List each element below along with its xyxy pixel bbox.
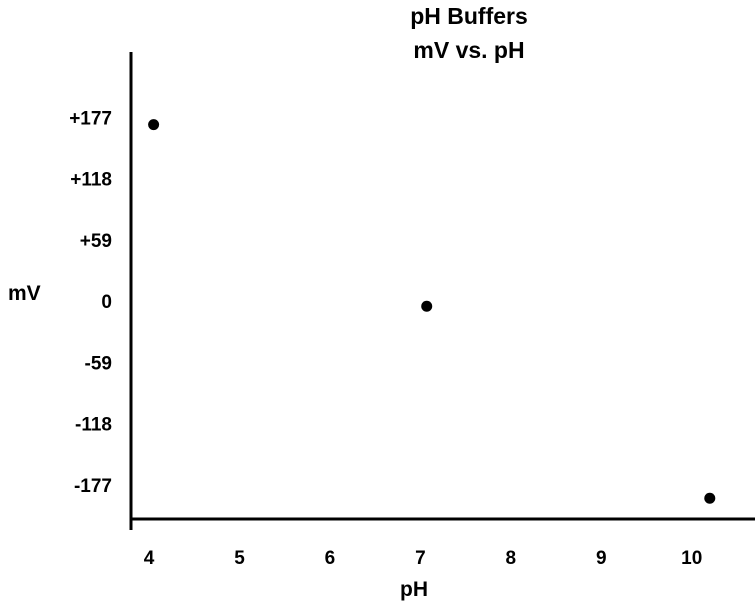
y-axis-label: mV: [8, 282, 41, 305]
y-tick-label: +59: [80, 231, 112, 252]
data-point: [421, 300, 433, 312]
x-tick-label: 7: [415, 548, 426, 569]
y-tick-label: +177: [69, 108, 112, 129]
x-tick-labels: 4 5 6 7 8 9 10: [144, 548, 702, 569]
x-axis-label: pH: [400, 578, 428, 601]
x-tick-label: 9: [596, 548, 607, 569]
y-tick-labels: +177 +118 +59 0 -59 -118 -177: [69, 108, 112, 496]
y-tick-label: +118: [70, 170, 112, 191]
data-point: [148, 119, 160, 131]
x-tick-label: 10: [681, 548, 702, 569]
x-tick-label: 5: [234, 548, 245, 569]
y-tick-label: -59: [85, 353, 112, 374]
chart-title-line-1: pH Buffers: [410, 3, 528, 29]
x-tick-label: 8: [506, 548, 517, 569]
x-tick-label: 6: [325, 548, 336, 569]
chart-title-line-2: mV vs. pH: [413, 37, 524, 63]
y-tick-label: -177: [74, 476, 112, 497]
x-tick-label: 4: [144, 548, 155, 569]
data-point: [704, 492, 716, 504]
data-points: [148, 119, 716, 504]
y-tick-label: 0: [101, 292, 112, 313]
y-tick-label: -118: [75, 415, 112, 436]
